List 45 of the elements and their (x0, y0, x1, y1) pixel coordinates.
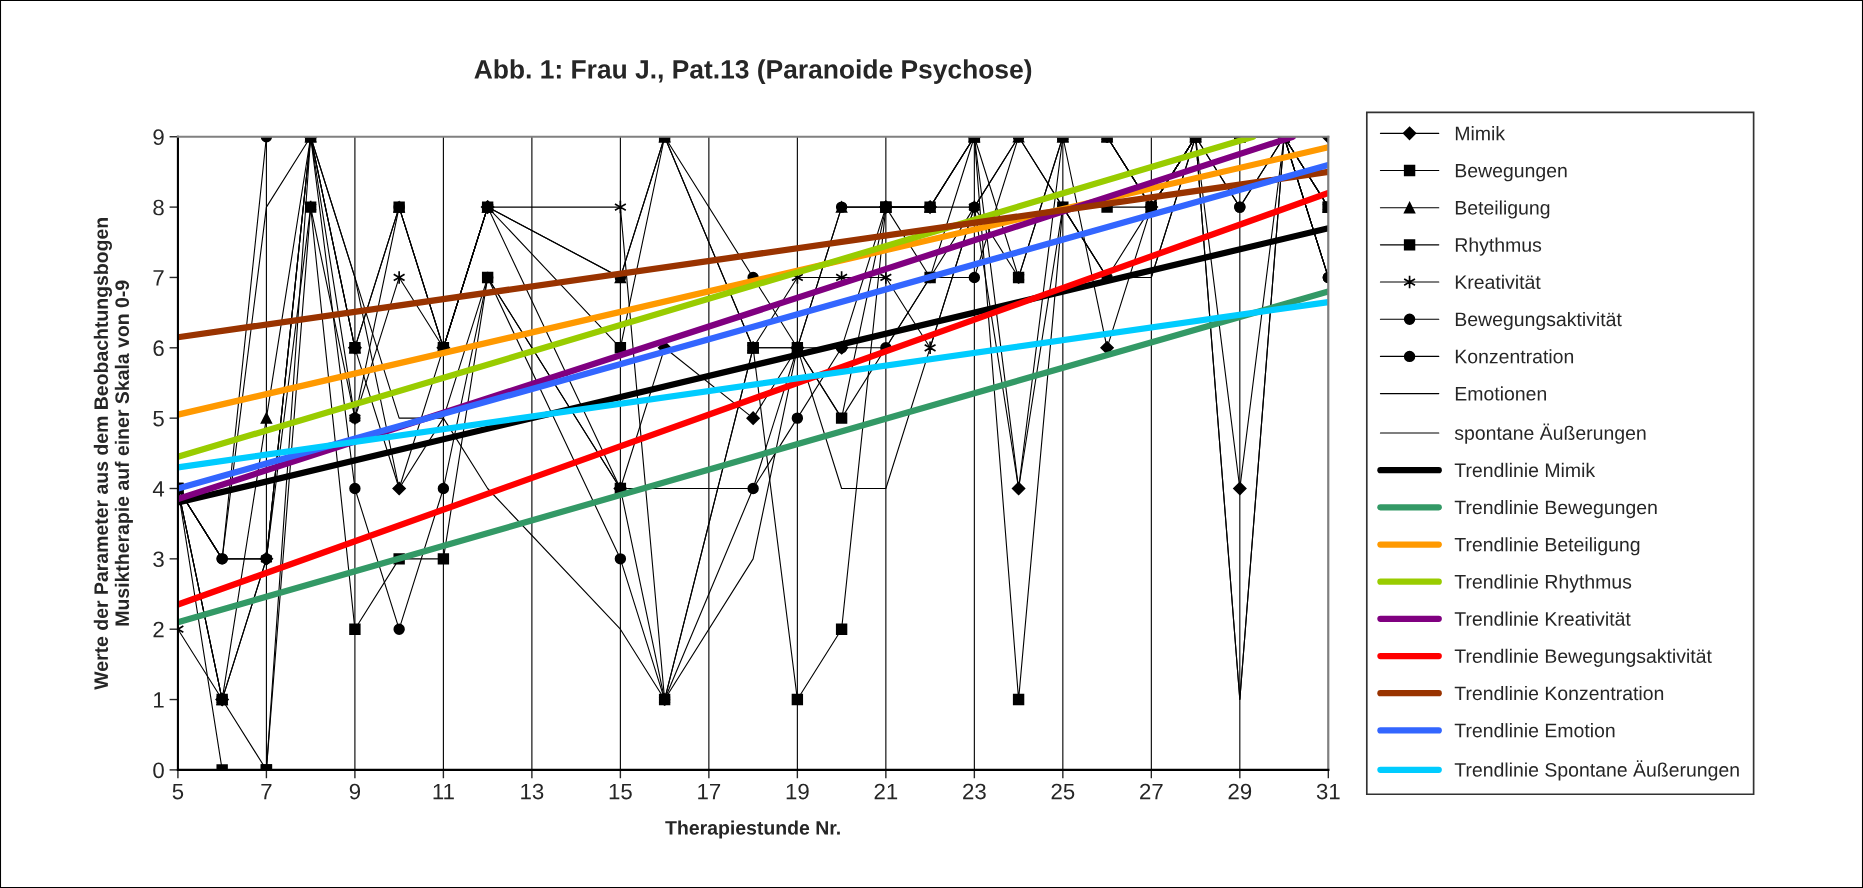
chart-title: Abb. 1: Frau J., Pat.13 (Paranoide Psychose) (474, 59, 1032, 84)
legend-label: Trendlinie Kreativität (1454, 611, 1631, 626)
legend-label: Rhythmus (1455, 237, 1542, 256)
y-tick-label: 8 (153, 199, 164, 216)
x-tick-label: 27 (1140, 783, 1163, 800)
y-tick-label: 9 (153, 129, 164, 146)
legend-label: Bewegungen (1455, 163, 1567, 182)
legend-label: Trendlinie Mimik (1454, 462, 1596, 478)
y-tick-label: 5 (153, 410, 164, 427)
x-tick-label: 31 (1316, 783, 1340, 800)
legend-label: Trendlinie Spontane Äußerungen (1454, 760, 1739, 781)
x-tick-label: 5 (172, 783, 184, 800)
legend-label: Kreativität (1455, 274, 1541, 290)
legend-label: Trendlinie Emotion (1454, 723, 1615, 738)
y-tick-label: 2 (153, 621, 164, 638)
legend-label: Trendlinie Bewegungen (1454, 500, 1657, 519)
x-tick-label: 29 (1228, 783, 1252, 800)
legend-label: Trendlinie Rhythmus (1454, 574, 1632, 593)
x-tick-label: 13 (521, 783, 544, 800)
y-tick-label: 7 (153, 270, 164, 286)
y-tick-label: 0 (153, 762, 164, 779)
x-tick-label: 9 (349, 783, 361, 800)
legend-label: Trendlinie Beteiligung (1454, 537, 1640, 556)
x-tick-label: 25 (1051, 783, 1075, 800)
x-tick-label: 19 (786, 783, 809, 800)
x-tick-label: 21 (874, 783, 898, 800)
x-tick-label: 23 (963, 783, 986, 800)
x-tick-label: 7 (261, 783, 272, 800)
legend-label: Beteiligung (1455, 200, 1550, 219)
y-tick-label: 6 (153, 340, 164, 357)
legend-label: Bewegungsaktivität (1455, 311, 1622, 331)
y-tick-label: 3 (153, 551, 164, 568)
legend-label: Konzentration (1455, 349, 1574, 364)
x-tick-label: 17 (698, 783, 721, 800)
x-axis-title: Therapiestunde Nr. (665, 820, 840, 839)
legend-label: Trendlinie Konzentration (1454, 685, 1664, 701)
legend-label: Emotionen (1455, 386, 1546, 401)
y-tick-label: 1 (154, 692, 164, 708)
legend-label: spontane Äußerungen (1454, 423, 1646, 444)
legend-label: Trendlinie Bewegungsaktivität (1454, 648, 1712, 667)
y-axis-title: Werte der Parameter aus dem Beobachtungsbogen Musiktherapie auf einer Skala von 0-9 (93, 218, 133, 690)
y-tick-label: 4 (152, 481, 165, 497)
legend-label: Mimik (1455, 126, 1506, 141)
x-tick-label: 11 (433, 783, 454, 800)
x-tick-label: 15 (609, 783, 632, 800)
